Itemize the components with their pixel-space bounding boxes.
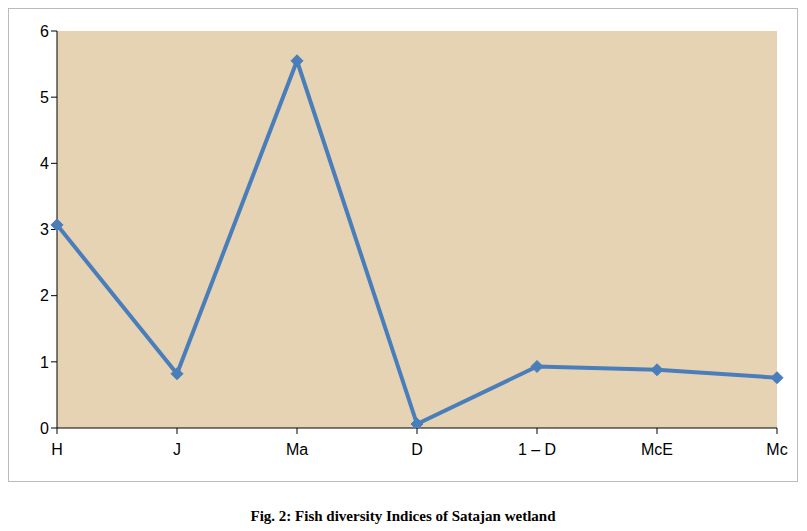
svg-text:0: 0 (40, 420, 49, 437)
svg-text:D: D (411, 441, 423, 458)
svg-text:1 – D: 1 – D (518, 441, 556, 458)
svg-text:H: H (51, 441, 63, 458)
svg-text:6: 6 (40, 23, 49, 40)
svg-text:1: 1 (40, 354, 49, 371)
svg-text:3: 3 (40, 221, 49, 238)
html-text:Fig. 2: Fish diversity Indices: Fig. 2: Fish diversity Indices of Sataja… (250, 508, 556, 524)
svg-text:Ma: Ma (286, 441, 308, 458)
svg-text:2: 2 (40, 287, 49, 304)
svg-text:4: 4 (40, 155, 49, 172)
svg-text:5: 5 (40, 89, 49, 106)
svg-text:J: J (173, 441, 181, 458)
svg-text:Mc: Mc (766, 441, 787, 458)
svg-text:McE: McE (641, 441, 673, 458)
